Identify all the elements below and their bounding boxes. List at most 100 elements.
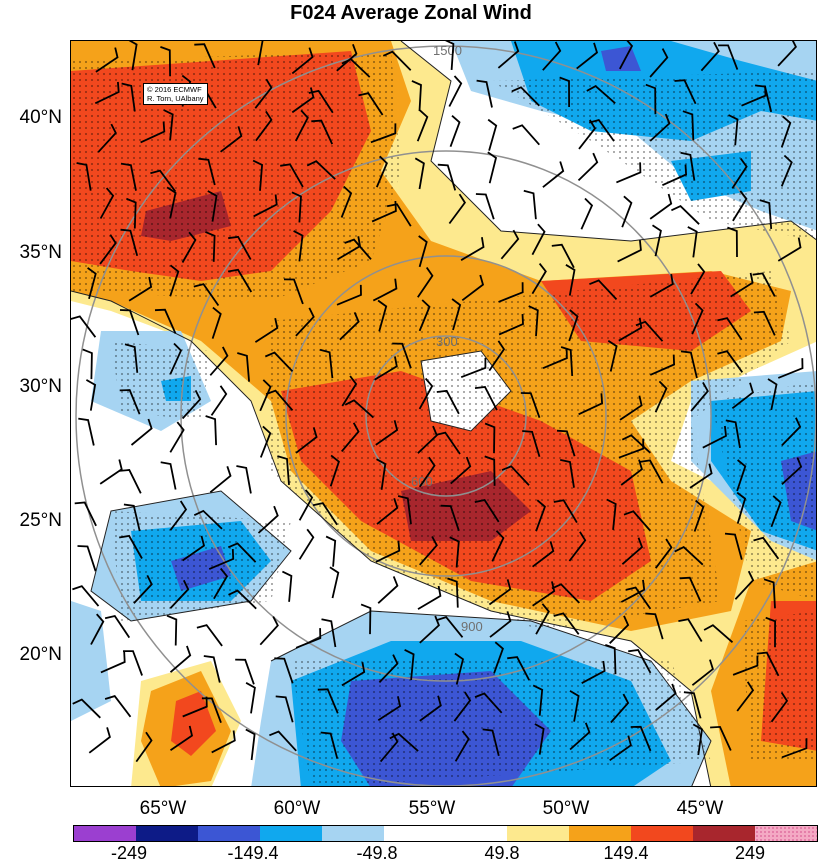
wind-barb (375, 420, 399, 446)
colorbar-label-2: -149.4 (227, 843, 279, 863)
wind-barb (553, 499, 578, 524)
wind-barb (283, 278, 304, 305)
wind-barb (617, 240, 642, 263)
stipple-layer (71, 51, 816, 786)
wind-barb (551, 243, 575, 269)
wind-barb (700, 41, 720, 72)
wind-barb (777, 358, 804, 379)
wind-barb (254, 78, 273, 109)
wind-barb (291, 191, 302, 223)
wind-barb (731, 382, 754, 410)
wind-barb (535, 499, 546, 532)
wind-barb (269, 730, 297, 752)
wind-barb (119, 534, 143, 559)
wind-barb (511, 86, 540, 107)
wind-barb (780, 115, 792, 148)
lat-label-40n: 40°N (19, 107, 62, 128)
colorbar-label-4: 49.8 (484, 843, 520, 863)
ring-label-600: 600 (411, 474, 433, 489)
wind-barb (123, 650, 143, 676)
wind-barb (690, 263, 706, 295)
wind-barb (133, 575, 153, 604)
wind-barb (453, 691, 472, 722)
wind-barb (606, 498, 617, 530)
wind-barb (621, 195, 633, 228)
colorbar-swatch (569, 826, 632, 841)
wind-barb (628, 649, 652, 674)
wind-barb (618, 317, 643, 342)
wind-barb (727, 226, 738, 258)
lon-label-60w: 60°W (273, 798, 321, 819)
wind-barb (531, 263, 547, 295)
wind-barb (520, 392, 541, 419)
wind-barb (703, 624, 734, 643)
wind-barb (565, 264, 576, 296)
wind-barb (82, 348, 93, 380)
wind-barb (291, 87, 315, 114)
wind-barb (397, 495, 412, 525)
wind-barb (312, 502, 338, 526)
wind-barb (753, 536, 780, 560)
colorbar-label-5: 149.4 (603, 843, 649, 863)
wind-barb (649, 48, 669, 78)
wind-barb (680, 350, 698, 379)
range-rings (75, 45, 816, 786)
wind-barb (252, 159, 264, 191)
wind-barb (630, 725, 652, 752)
wind-barb (119, 469, 142, 494)
wind-barb (649, 354, 676, 376)
wind-barb (295, 628, 322, 649)
wind-barb (781, 417, 802, 447)
wind-barb (375, 155, 388, 188)
wind-barb (375, 540, 401, 563)
wind-barb (259, 616, 279, 646)
wind-barb (182, 696, 208, 718)
wind-barb (72, 585, 100, 607)
wind-barb (581, 660, 606, 684)
wind-barb (621, 434, 651, 454)
wind-barb (166, 186, 177, 219)
wind-barb (649, 273, 674, 298)
wind-barb (128, 41, 138, 71)
wind-barb (130, 418, 153, 446)
wind-barb (449, 536, 460, 568)
wind-barb (237, 352, 250, 382)
wind-barb (475, 193, 495, 220)
wind-barb (193, 283, 220, 307)
wind-barb (339, 312, 360, 341)
wind-barb (702, 425, 727, 449)
wind-barb (291, 47, 314, 75)
wind-barb (90, 613, 105, 645)
wind-barb (621, 537, 644, 565)
wind-barb (166, 614, 178, 646)
ring-label-900: 900 (461, 619, 483, 634)
wind-barb (717, 317, 743, 341)
wind-barb (419, 615, 440, 644)
wind-barb (618, 438, 645, 459)
wind-barb (374, 356, 398, 381)
wind-barb (680, 151, 696, 181)
wind-barb (378, 654, 399, 684)
wind-barb (128, 276, 153, 302)
wind-barb (389, 732, 419, 752)
wind-barb (683, 691, 702, 719)
wind-barb (780, 154, 793, 187)
wind-barb (236, 465, 252, 494)
lon-label-45w: 45°W (676, 798, 724, 819)
wind-barb (507, 656, 530, 681)
credit-line-2: R. Torn, UAlbany (147, 94, 204, 103)
wind-barb (759, 199, 773, 229)
wind-barb (645, 612, 664, 640)
colorbar-swatch (321, 826, 384, 841)
wind-barb (201, 697, 222, 724)
wind-barb (72, 698, 101, 719)
wind-barb (674, 546, 704, 566)
wind-barb (625, 586, 652, 610)
wind-barb (448, 193, 466, 225)
wind-barb (169, 725, 194, 751)
wind-barb (211, 730, 236, 754)
wind-barb (448, 75, 463, 107)
wind-barb (454, 730, 470, 762)
wind-barb (501, 465, 530, 486)
wind-barb (140, 121, 166, 144)
